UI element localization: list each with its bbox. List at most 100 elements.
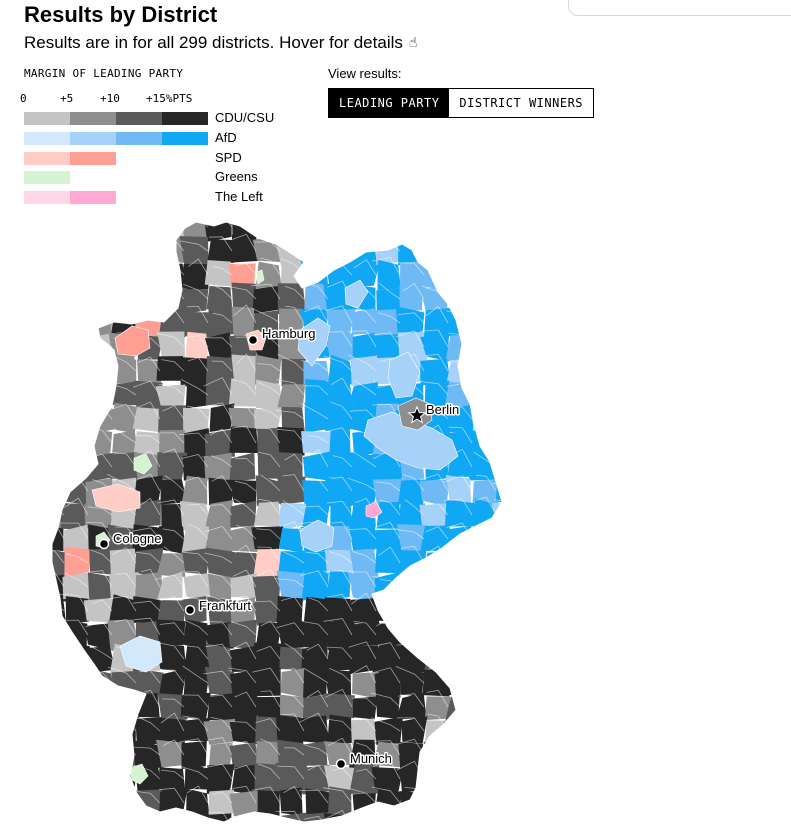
district-region[interactable]: [493, 283, 521, 315]
district-region[interactable]: [468, 693, 498, 719]
district-region[interactable]: [420, 261, 451, 289]
district-region[interactable]: [229, 718, 258, 745]
district-region[interactable]: [326, 260, 354, 288]
district-region[interactable]: [373, 812, 402, 836]
district-region[interactable]: [63, 288, 92, 314]
district-region[interactable]: [85, 692, 113, 721]
district-region[interactable]: [372, 215, 404, 241]
district-region[interactable]: [469, 718, 496, 746]
district-region[interactable]: [88, 405, 116, 435]
district-region[interactable]: [395, 811, 425, 835]
district-region[interactable]: [129, 763, 149, 785]
district-region[interactable]: [40, 429, 64, 457]
district-region[interactable]: [38, 475, 68, 505]
district-region[interactable]: [493, 764, 522, 792]
district-region[interactable]: [59, 333, 89, 360]
district-region[interactable]: [301, 570, 329, 602]
district-region[interactable]: [136, 216, 163, 241]
district-region[interactable]: [325, 477, 355, 506]
district-region[interactable]: [425, 720, 452, 745]
district-region[interactable]: [448, 261, 472, 289]
district-region[interactable]: [467, 354, 498, 387]
district-region[interactable]: [109, 720, 137, 747]
district-region[interactable]: [252, 285, 281, 314]
district-region[interactable]: [119, 635, 163, 673]
district-region[interactable]: [208, 573, 232, 600]
district-region[interactable]: [492, 454, 523, 483]
district-region[interactable]: [184, 644, 211, 672]
district-region[interactable]: [209, 403, 235, 432]
district-region[interactable]: [375, 547, 400, 574]
district-region[interactable]: [41, 691, 66, 723]
district-region[interactable]: [132, 668, 164, 699]
district-region[interactable]: [156, 553, 186, 577]
district-region[interactable]: [324, 669, 352, 699]
district-region[interactable]: [61, 355, 90, 382]
district-region[interactable]: [423, 813, 451, 835]
district-region[interactable]: [135, 692, 160, 718]
district-region[interactable]: [157, 693, 188, 723]
leading-party-button[interactable]: LEADING PARTY: [329, 89, 450, 117]
district-region[interactable]: [252, 814, 284, 835]
district-region[interactable]: [62, 215, 92, 241]
district-region[interactable]: [447, 667, 476, 696]
district-region[interactable]: [494, 643, 522, 673]
district-region[interactable]: [84, 356, 115, 385]
district-region[interactable]: [179, 236, 209, 267]
district-region[interactable]: [109, 236, 135, 264]
district-region[interactable]: [84, 767, 114, 791]
district-region[interactable]: [492, 308, 522, 334]
district-region[interactable]: [352, 215, 378, 243]
district-region[interactable]: [397, 550, 427, 579]
district-region[interactable]: [496, 259, 522, 287]
district-region[interactable]: [205, 379, 233, 406]
district-region[interactable]: [186, 788, 210, 817]
district-region[interactable]: [60, 259, 91, 290]
district-region[interactable]: [255, 269, 265, 285]
district-region[interactable]: [91, 483, 141, 513]
district-region[interactable]: [325, 333, 354, 362]
city-hamburg[interactable]: Hamburg: [247, 325, 317, 346]
district-region[interactable]: [42, 739, 66, 770]
district-region[interactable]: [88, 742, 115, 769]
district-region[interactable]: [159, 787, 188, 817]
district-region[interactable]: [351, 308, 377, 335]
city-berlin[interactable]: Berlin: [407, 401, 461, 424]
district-region[interactable]: [41, 236, 66, 267]
district-region[interactable]: [495, 814, 523, 835]
district-region[interactable]: [387, 351, 421, 399]
district-region[interactable]: [203, 217, 232, 242]
district-region[interactable]: [208, 742, 233, 768]
district-region[interactable]: [492, 721, 520, 747]
district-region[interactable]: [492, 624, 522, 649]
district-region[interactable]: [64, 429, 91, 458]
district-region[interactable]: [275, 762, 307, 794]
district-region[interactable]: [37, 380, 65, 406]
district-region[interactable]: [276, 384, 306, 411]
district-region[interactable]: [497, 525, 521, 555]
district-region[interactable]: [107, 356, 137, 385]
district-region[interactable]: [39, 523, 64, 552]
district-region[interactable]: [281, 358, 307, 387]
district-region[interactable]: [65, 234, 87, 266]
district-region[interactable]: [468, 740, 498, 770]
district-region[interactable]: [181, 523, 210, 553]
district-region[interactable]: [493, 431, 522, 458]
district-region[interactable]: [401, 716, 428, 744]
district-region[interactable]: [471, 382, 500, 410]
district-region[interactable]: [348, 476, 379, 506]
district-region[interactable]: [469, 768, 498, 795]
city-frankfurt[interactable]: Frankfurt: [184, 597, 253, 616]
district-region[interactable]: [301, 741, 328, 766]
district-region[interactable]: [395, 306, 425, 334]
district-region[interactable]: [253, 667, 281, 697]
district-region[interactable]: [327, 786, 352, 816]
district-region[interactable]: [41, 667, 64, 697]
district-region[interactable]: [39, 792, 65, 819]
district-region[interactable]: [157, 452, 188, 480]
district-region[interactable]: [324, 381, 353, 408]
district-region[interactable]: [349, 597, 380, 625]
district-region[interactable]: [136, 263, 163, 291]
district-region[interactable]: [299, 812, 331, 835]
district-region[interactable]: [424, 648, 449, 675]
